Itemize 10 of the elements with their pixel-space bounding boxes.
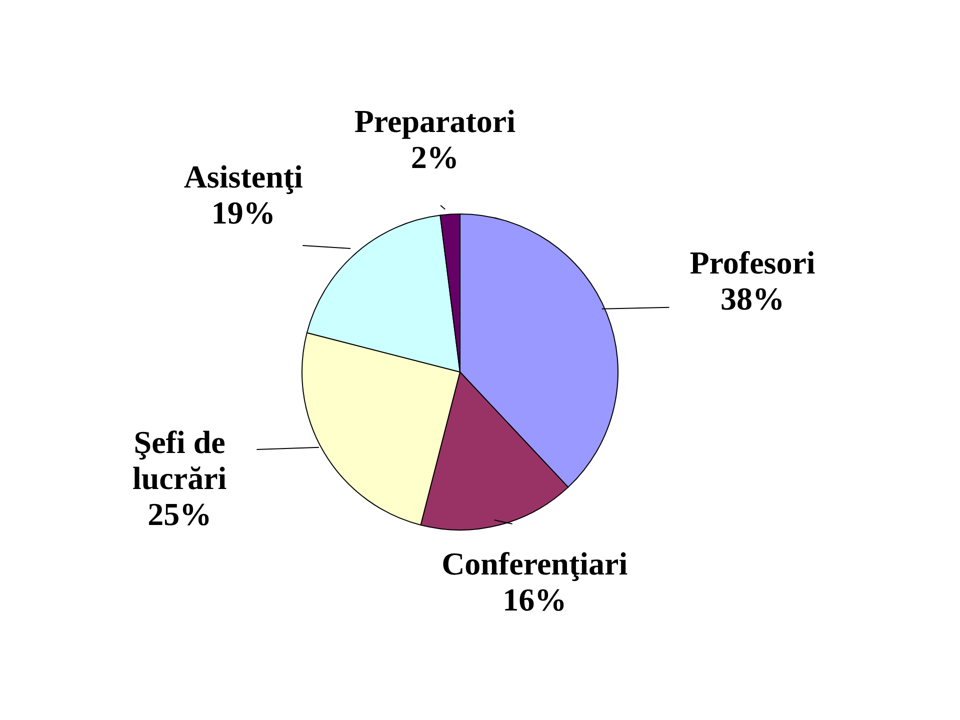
slice-label: Şefi de lucrări [132, 424, 227, 496]
data-label: 2% [410, 138, 459, 175]
slice-label: Preparatori [354, 102, 516, 139]
data-label: 25% [148, 496, 212, 532]
slice-label: Profesori [690, 244, 816, 281]
data-label: 16% [502, 581, 567, 618]
slice-label: Asistenţi [184, 158, 304, 195]
data-label: 19% [211, 194, 276, 231]
data-label: 38% [720, 280, 785, 317]
slice-label: Conferenţiari [442, 545, 628, 582]
